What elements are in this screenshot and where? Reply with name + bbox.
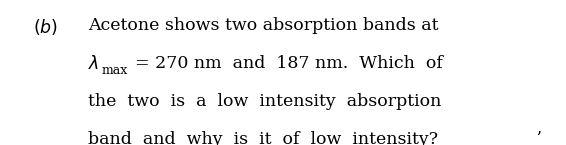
Text: = 270 nm  and  187 nm.  Which  of: = 270 nm and 187 nm. Which of [135,55,443,72]
Text: Acetone shows two absorption bands at: Acetone shows two absorption bands at [88,17,438,34]
Text: max: max [101,64,127,77]
Text: $\mathit{(b)}$: $\mathit{(b)}$ [33,17,58,37]
Text: ʼ: ʼ [535,130,541,145]
Text: the  two  is  a  low  intensity  absorption: the two is a low intensity absorption [88,93,441,110]
Text: $\lambda$: $\lambda$ [88,55,99,73]
Text: band  and  why  is  it  of  low  intensity?: band and why is it of low intensity? [88,130,438,145]
